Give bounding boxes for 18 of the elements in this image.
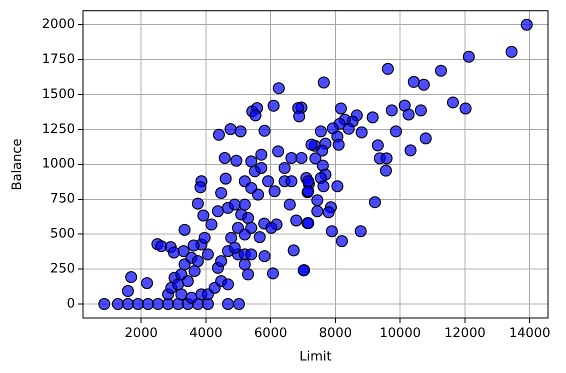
- y-tick-label: 500: [50, 226, 75, 242]
- y-tick-label: 1500: [42, 86, 75, 102]
- x-tick-label: 2000: [124, 326, 158, 342]
- x-tick-label: 10000: [380, 326, 421, 342]
- x-tick-label: 14000: [508, 326, 550, 342]
- x-tick-label: 12000: [444, 326, 486, 342]
- x-tick-label: 8000: [318, 326, 352, 342]
- y-tick-label: 250: [50, 261, 75, 276]
- x-tick-label: 4000: [189, 326, 222, 342]
- x-axis-title: Limit: [299, 350, 332, 365]
- y-tick-label: 0: [66, 296, 75, 312]
- y-tick-label: 1000: [42, 156, 75, 172]
- y-tick-label: 1250: [42, 122, 75, 137]
- y-axis-title: Balance: [10, 138, 26, 190]
- x-tick-label: 6000: [254, 326, 288, 342]
- y-tick-label: 1750: [42, 52, 75, 67]
- y-tick-label: 2000: [42, 17, 75, 32]
- y-tick-label: 750: [50, 192, 75, 207]
